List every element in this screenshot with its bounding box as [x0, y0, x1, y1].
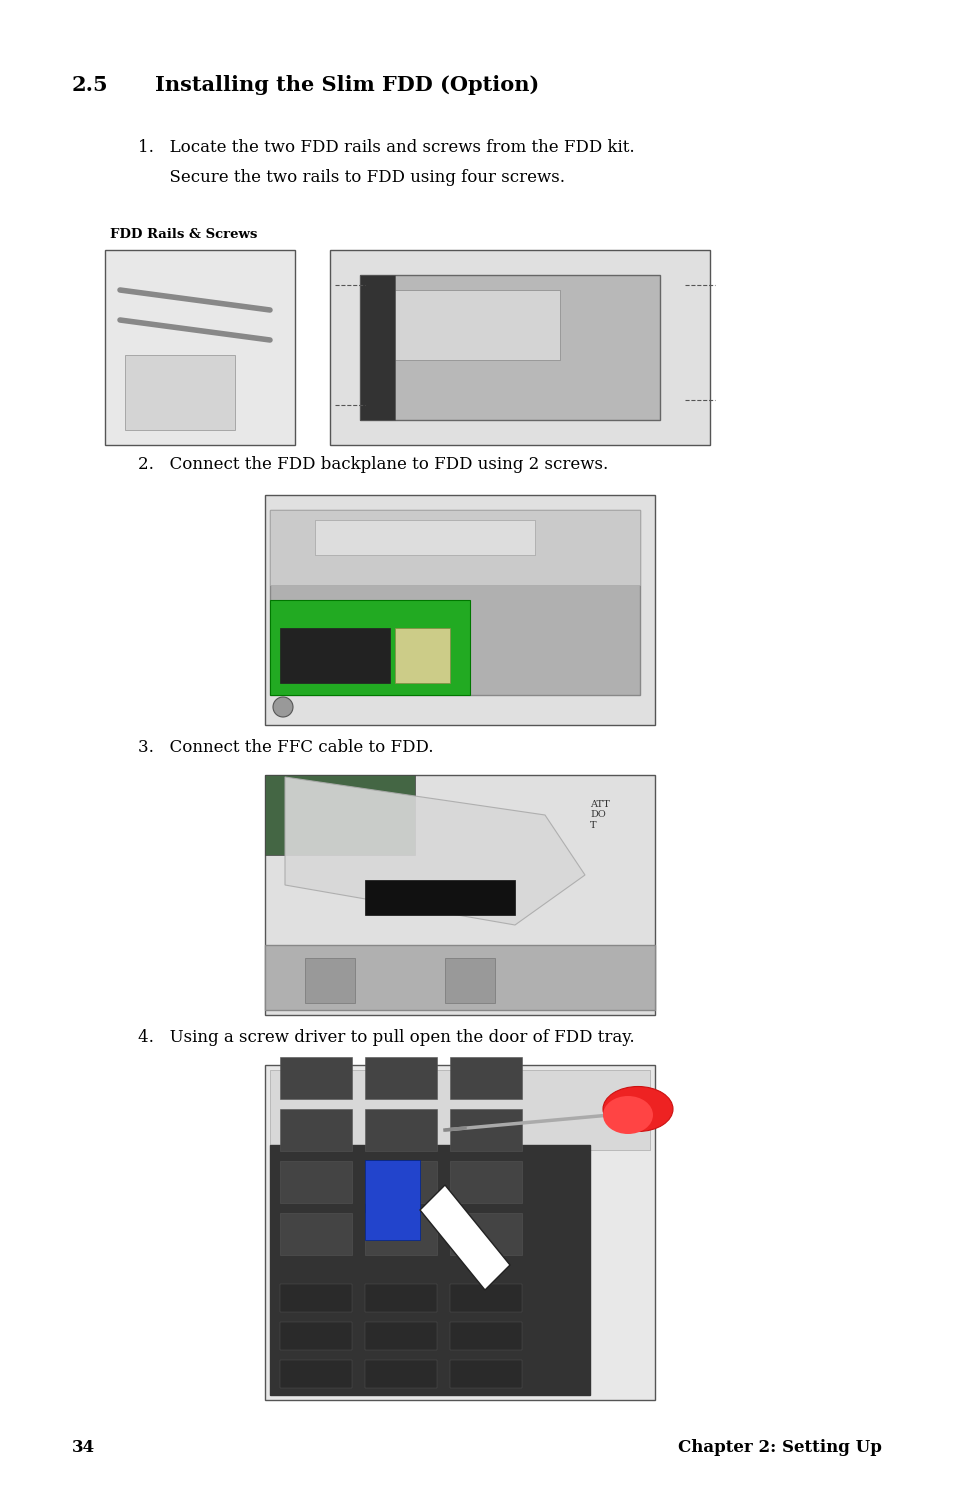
Bar [270, 601, 470, 695]
Bar [359, 275, 395, 420]
Bar [280, 1360, 352, 1388]
Bar [265, 775, 415, 855]
Bar [450, 1056, 521, 1100]
Text: 1.   Locate the two FDD rails and screws from the FDD kit.: 1. Locate the two FDD rails and screws f… [138, 139, 634, 155]
Bar [450, 1283, 521, 1312]
Bar [365, 1161, 436, 1203]
Bar [365, 1109, 436, 1150]
Bar [270, 509, 639, 586]
Bar [365, 1213, 436, 1255]
Ellipse shape [602, 1097, 652, 1134]
Bar [265, 946, 655, 1010]
Text: FDD Rails & Screws: FDD Rails & Screws [110, 229, 257, 241]
Bar [450, 1109, 521, 1150]
Bar [365, 1056, 436, 1100]
Bar [105, 249, 294, 445]
Bar [280, 1161, 352, 1203]
Ellipse shape [602, 1086, 672, 1131]
Bar [365, 880, 515, 914]
Polygon shape [285, 777, 584, 925]
Bar [305, 958, 355, 1002]
Bar [265, 775, 655, 1014]
Bar [265, 1065, 655, 1400]
Bar [365, 1322, 436, 1351]
Bar [280, 627, 390, 683]
Bar [280, 1283, 352, 1312]
Text: ATT
DO
T: ATT DO T [589, 799, 609, 829]
Bar [450, 1360, 521, 1388]
Bar [265, 495, 655, 725]
Bar [395, 627, 450, 683]
Bar [280, 1213, 352, 1255]
Text: Chapter 2: Setting Up: Chapter 2: Setting Up [678, 1439, 882, 1457]
Bar [314, 520, 535, 554]
Bar [280, 1109, 352, 1150]
Bar [270, 1144, 589, 1395]
Text: 2.5: 2.5 [71, 75, 109, 96]
Bar [280, 1056, 352, 1100]
Bar [379, 290, 559, 360]
Bar [270, 1070, 649, 1150]
Text: 4.   Using a screw driver to pull open the door of FDD tray.: 4. Using a screw driver to pull open the… [138, 1029, 634, 1046]
Bar [270, 509, 639, 695]
Bar [125, 356, 234, 430]
Bar [359, 275, 659, 420]
Text: 3.   Connect the FFC cable to FDD.: 3. Connect the FFC cable to FDD. [138, 740, 433, 756]
Circle shape [273, 698, 293, 717]
Bar [365, 1360, 436, 1388]
Bar [444, 958, 495, 1002]
Bar [330, 249, 709, 445]
Bar [365, 1283, 436, 1312]
Polygon shape [419, 1185, 510, 1289]
Bar [450, 1161, 521, 1203]
Text: 34: 34 [71, 1439, 95, 1457]
Bar [280, 1322, 352, 1351]
Bar [450, 1213, 521, 1255]
Text: Installing the Slim FDD (Option): Installing the Slim FDD (Option) [154, 75, 538, 96]
Text: Secure the two rails to FDD using four screws.: Secure the two rails to FDD using four s… [138, 169, 564, 185]
Bar [365, 1159, 419, 1240]
Text: 2.   Connect the FDD backplane to FDD using 2 screws.: 2. Connect the FDD backplane to FDD usin… [138, 456, 608, 474]
Bar [450, 1322, 521, 1351]
